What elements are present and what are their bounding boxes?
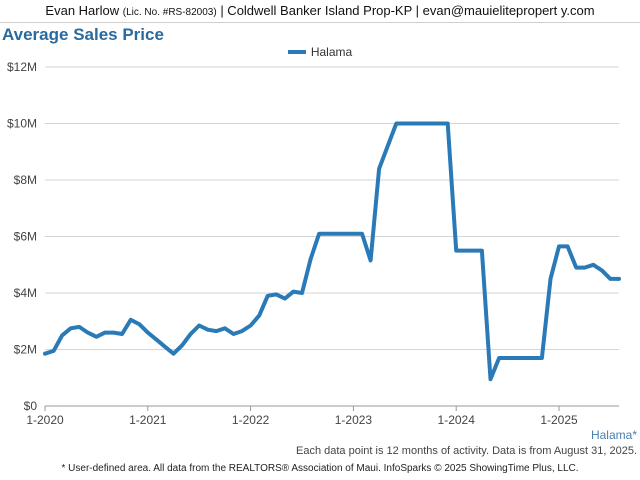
x-tick-label: 1-2022 xyxy=(232,413,270,427)
y-tick-label: $12M xyxy=(7,60,37,74)
legend-swatch xyxy=(287,49,306,54)
series-label: Halama* xyxy=(590,428,637,442)
license-number: (Lic. No. #RS-82003) xyxy=(122,7,217,18)
y-tick-label: $4M xyxy=(14,286,37,300)
series-group xyxy=(43,121,621,382)
legend[interactable]: Halama xyxy=(0,45,640,59)
y-tick-label: $0 xyxy=(24,399,38,413)
footer-disclaimer: * User-defined area. All data from the R… xyxy=(61,463,579,474)
series-line-halama xyxy=(43,121,621,382)
x-tick-label: 1-2024 xyxy=(438,413,476,427)
x-tick-label: 1-2020 xyxy=(26,413,64,427)
legend-label: Halama xyxy=(310,45,353,59)
x-axis: 1-2020 1-2021 1-2022 1-2023 1-2024 1-2025 xyxy=(26,406,578,427)
agent-header: Evan Harlow (Lic. No. #RS-82003) | Coldw… xyxy=(0,0,640,23)
grid-lines xyxy=(45,66,619,407)
y-axis: $0 $2M $4M $6M $8M $10M $12M xyxy=(7,60,37,413)
data-note: Each data point is 12 months of activity… xyxy=(296,445,637,457)
x-tick-label: 1-2021 xyxy=(129,413,167,427)
agent-contact: | Coldwell Banker Island Prop-KP | evan@… xyxy=(220,3,595,18)
x-tick-label: 1-2023 xyxy=(335,413,373,427)
x-tick-label: 1-2025 xyxy=(540,413,578,427)
y-tick-label: $6M xyxy=(14,230,37,244)
chart-title: Average Sales Price xyxy=(2,25,164,44)
y-tick-label: $8M xyxy=(14,173,37,187)
agent-name: Evan Harlow xyxy=(45,3,120,18)
y-tick-label: $2M xyxy=(14,343,37,357)
y-tick-label: $10M xyxy=(7,117,37,131)
